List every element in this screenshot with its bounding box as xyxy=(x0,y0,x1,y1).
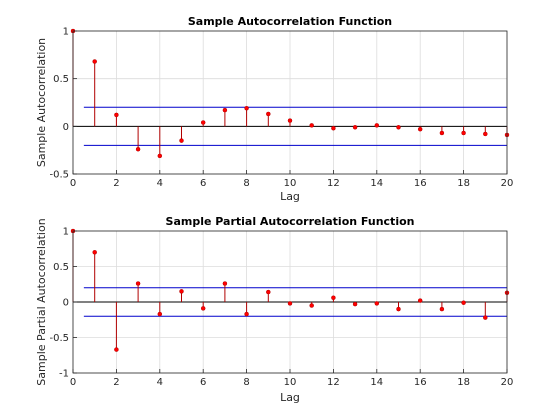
pacf-ylabel: Sample Partial Autocorrelation xyxy=(35,218,48,385)
pacf-panel: Sample Partial Autocorrelation Function … xyxy=(35,215,513,404)
pacf-xtick-label-6: 6 xyxy=(200,377,206,388)
pacf-point-1 xyxy=(92,250,97,255)
acf-xtick-label-6: 6 xyxy=(200,178,206,189)
pacf-point-18 xyxy=(461,300,466,305)
pacf-xtick-label-12: 12 xyxy=(327,377,340,388)
acf-panel: Sample Autocorrelation Function 0 2 4 6 8 10 1… xyxy=(35,15,513,203)
pacf-point-19 xyxy=(483,315,488,320)
acf-grid xyxy=(72,30,508,175)
pacf-xtick-label-14: 14 xyxy=(370,377,383,388)
pacf-point-7 xyxy=(222,281,228,286)
pacf-xtick-label-0: 0 xyxy=(70,377,76,388)
pacf-point-12 xyxy=(331,295,336,300)
pacf-ytick-label-1: -0.5 xyxy=(49,333,69,344)
pacf-title: Sample Partial Autocorrelation Function xyxy=(166,215,415,228)
acf-title: Sample Autocorrelation Function xyxy=(188,15,392,28)
acf-point-11 xyxy=(309,123,314,128)
acf-ylabel: Sample Autocorrelation xyxy=(35,38,48,167)
acf-point-3 xyxy=(135,146,141,152)
acf-point-19 xyxy=(483,131,488,137)
pacf-point-15 xyxy=(396,306,401,312)
acf-xlabel: Lag xyxy=(280,190,300,203)
pacf-point-9 xyxy=(266,289,271,295)
pacf-ytick-label-2: 0 xyxy=(63,298,69,309)
pacf-stems xyxy=(70,228,510,352)
pacf-point-14 xyxy=(374,301,380,306)
acf-point-9 xyxy=(266,111,271,117)
acf-xtick-label-14: 14 xyxy=(370,178,383,189)
pacf-ytick-label-0: -1 xyxy=(59,369,69,380)
pacf-axes-box xyxy=(72,230,508,374)
pacf-point-6 xyxy=(200,306,206,311)
pacf-point-4 xyxy=(157,311,163,317)
pacf-xtick-label-18: 18 xyxy=(457,377,470,388)
acf-ytick-label-0: -0.5 xyxy=(49,170,69,181)
pacf-point-3 xyxy=(135,281,141,286)
pacf-xtick-label-10: 10 xyxy=(284,377,297,388)
pacf-xtick-label-8: 8 xyxy=(243,377,249,388)
pacf-point-10 xyxy=(287,301,293,306)
acf-axes-box xyxy=(72,30,508,175)
acf-point-12 xyxy=(331,125,336,131)
pacf-point-5 xyxy=(179,289,184,294)
acf-xtick-label-18: 18 xyxy=(457,178,470,189)
acf-point-2 xyxy=(114,112,119,118)
acf-xtick-label-2: 2 xyxy=(113,178,119,189)
pacf-point-17 xyxy=(439,306,445,312)
pacf-xlabel: Lag xyxy=(280,391,300,404)
pacf-point-8 xyxy=(244,311,249,317)
acf-point-16 xyxy=(417,126,423,132)
acf-ytick-label-3: 1 xyxy=(63,27,69,38)
pacf-point-2 xyxy=(114,347,119,352)
acf-xtick-label-16: 16 xyxy=(414,178,427,189)
pacf-point-11 xyxy=(309,303,314,308)
pacf-ytick-label-3: 0.5 xyxy=(53,262,69,273)
acf-point-6 xyxy=(200,120,206,125)
acf-xtick-label-12: 12 xyxy=(327,178,340,189)
pacf-point-13 xyxy=(352,301,358,307)
acf-point-13 xyxy=(352,125,358,130)
acf-point-4 xyxy=(157,153,163,159)
acf-point-5 xyxy=(179,138,184,143)
acf-point-18 xyxy=(461,130,466,136)
acf-point-7 xyxy=(222,107,228,113)
pacf-xtick-label-20: 20 xyxy=(501,377,514,388)
acf-point-15 xyxy=(396,125,401,130)
acf-xticks: 0 2 4 6 8 10 12 14 16 18 20 xyxy=(70,170,514,189)
acf-point-14 xyxy=(374,123,380,128)
acf-point-17 xyxy=(439,130,445,136)
acf-xtick-label-20: 20 xyxy=(501,178,514,189)
acf-ytick-label-1: 0 xyxy=(63,122,69,133)
pacf-ytick-label-4: 1 xyxy=(63,227,69,238)
acf-xtick-label-4: 4 xyxy=(157,178,163,189)
pacf-xtick-label-16: 16 xyxy=(414,377,427,388)
pacf-xtick-label-4: 4 xyxy=(157,377,163,388)
acf-point-10 xyxy=(287,118,293,123)
acf-point-8 xyxy=(244,105,249,111)
pacf-xtick-label-2: 2 xyxy=(113,377,119,388)
acf-xtick-label-8: 8 xyxy=(243,178,249,189)
acf-xtick-label-10: 10 xyxy=(284,178,297,189)
pacf-xticks: 0 2 4 6 8 10 12 14 16 18 20 xyxy=(70,369,514,388)
acf-xtick-label-0: 0 xyxy=(70,178,76,189)
acf-ytick-label-2: 0.5 xyxy=(53,74,69,85)
pacf-point-16 xyxy=(417,298,423,303)
acf-point-1 xyxy=(92,59,97,64)
